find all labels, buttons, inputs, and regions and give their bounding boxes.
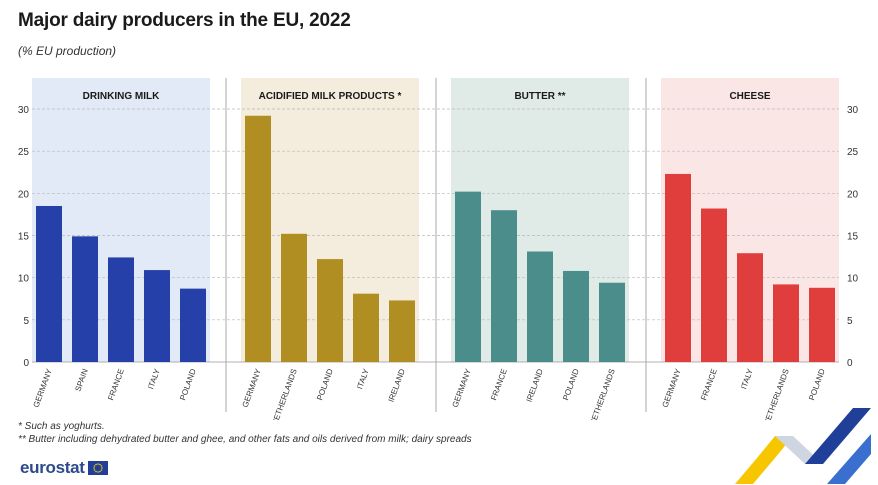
y-tick-label-right: 15 — [847, 232, 859, 243]
y-tick-label-left: 25 — [18, 147, 30, 158]
x-tick-label: NETHERLANDS — [588, 368, 617, 420]
bar — [353, 293, 379, 362]
y-tick-label-right: 5 — [847, 316, 853, 327]
x-tick-label: NETHERLANDS — [270, 368, 299, 420]
logo-text: eurostat — [20, 458, 85, 477]
eu-flag-icon — [87, 461, 108, 475]
chart-subtitle: (% EU production) — [18, 44, 117, 58]
y-tick-label-right: 20 — [847, 189, 859, 200]
x-tick-label: GERMANY — [32, 367, 55, 409]
bar — [599, 282, 625, 362]
y-tick-label-left: 0 — [23, 358, 29, 369]
panel-title: CHEESE — [729, 91, 770, 102]
x-tick-label: GERMANY — [661, 367, 684, 409]
bar — [455, 191, 481, 362]
y-tick-label-left: 10 — [18, 274, 30, 285]
bar — [281, 233, 307, 362]
footnote-acidified: * Such as yoghurts. — [18, 421, 105, 432]
panel-title: BUTTER ** — [514, 91, 565, 102]
x-tick-label: POLAND — [315, 367, 335, 401]
bar — [245, 115, 271, 362]
bar — [389, 300, 415, 362]
bar — [701, 208, 727, 362]
x-tick-label: ITALY — [739, 367, 755, 390]
y-tick-label-left: 5 — [23, 316, 29, 327]
y-tick-label-left: 20 — [18, 189, 30, 200]
panel-title: ACIDIFIED MILK PRODUCTS * — [259, 91, 402, 102]
chart-title: Major dairy producers in the EU, 2022 — [18, 10, 351, 31]
bar — [180, 288, 206, 362]
x-tick-label: IRELAND — [525, 367, 545, 403]
x-tick-label: GERMANY — [241, 367, 264, 409]
x-tick-label: ITALY — [355, 367, 371, 390]
y-tick-label-left: 30 — [18, 105, 30, 116]
y-tick-label-right: 10 — [847, 274, 859, 285]
bar — [108, 257, 134, 362]
x-tick-label: GERMANY — [451, 367, 474, 409]
x-tick-label: SPAIN — [73, 367, 90, 392]
bar — [144, 270, 170, 362]
decorative-chevron-graphic — [735, 408, 871, 484]
bar — [665, 173, 691, 362]
bar — [491, 210, 517, 362]
bar — [72, 236, 98, 362]
bar — [317, 259, 343, 362]
bar — [773, 284, 799, 362]
bar — [809, 287, 835, 362]
bar — [36, 205, 62, 362]
bar-chart: 0 0 5 5 10 10 15 15 20 20 25 25 30 30 DRINKING MILK GER… — [18, 78, 859, 420]
x-tick-label: FRANCE — [699, 368, 719, 402]
bar — [563, 270, 589, 362]
x-tick-label: POLAND — [178, 367, 198, 401]
footnote-butter: ** Butter including dehydrated butter an… — [18, 434, 472, 445]
bar — [527, 251, 553, 362]
x-tick-label: ITALY — [146, 367, 162, 390]
bar — [737, 253, 763, 362]
y-tick-label-right: 0 — [847, 358, 853, 369]
x-tick-label: POLAND — [561, 367, 581, 401]
y-tick-label-left: 15 — [18, 232, 30, 243]
x-tick-label: FRANCE — [489, 368, 509, 402]
x-tick-label: POLAND — [807, 367, 827, 401]
y-tick-label-right: 25 — [847, 147, 859, 158]
x-tick-label: IRELAND — [387, 367, 407, 403]
y-tick-label-right: 30 — [847, 105, 859, 116]
panel-title: DRINKING MILK — [83, 91, 160, 102]
eurostat-logo: eurostat — [20, 458, 108, 478]
x-tick-label: FRANCE — [106, 368, 126, 402]
